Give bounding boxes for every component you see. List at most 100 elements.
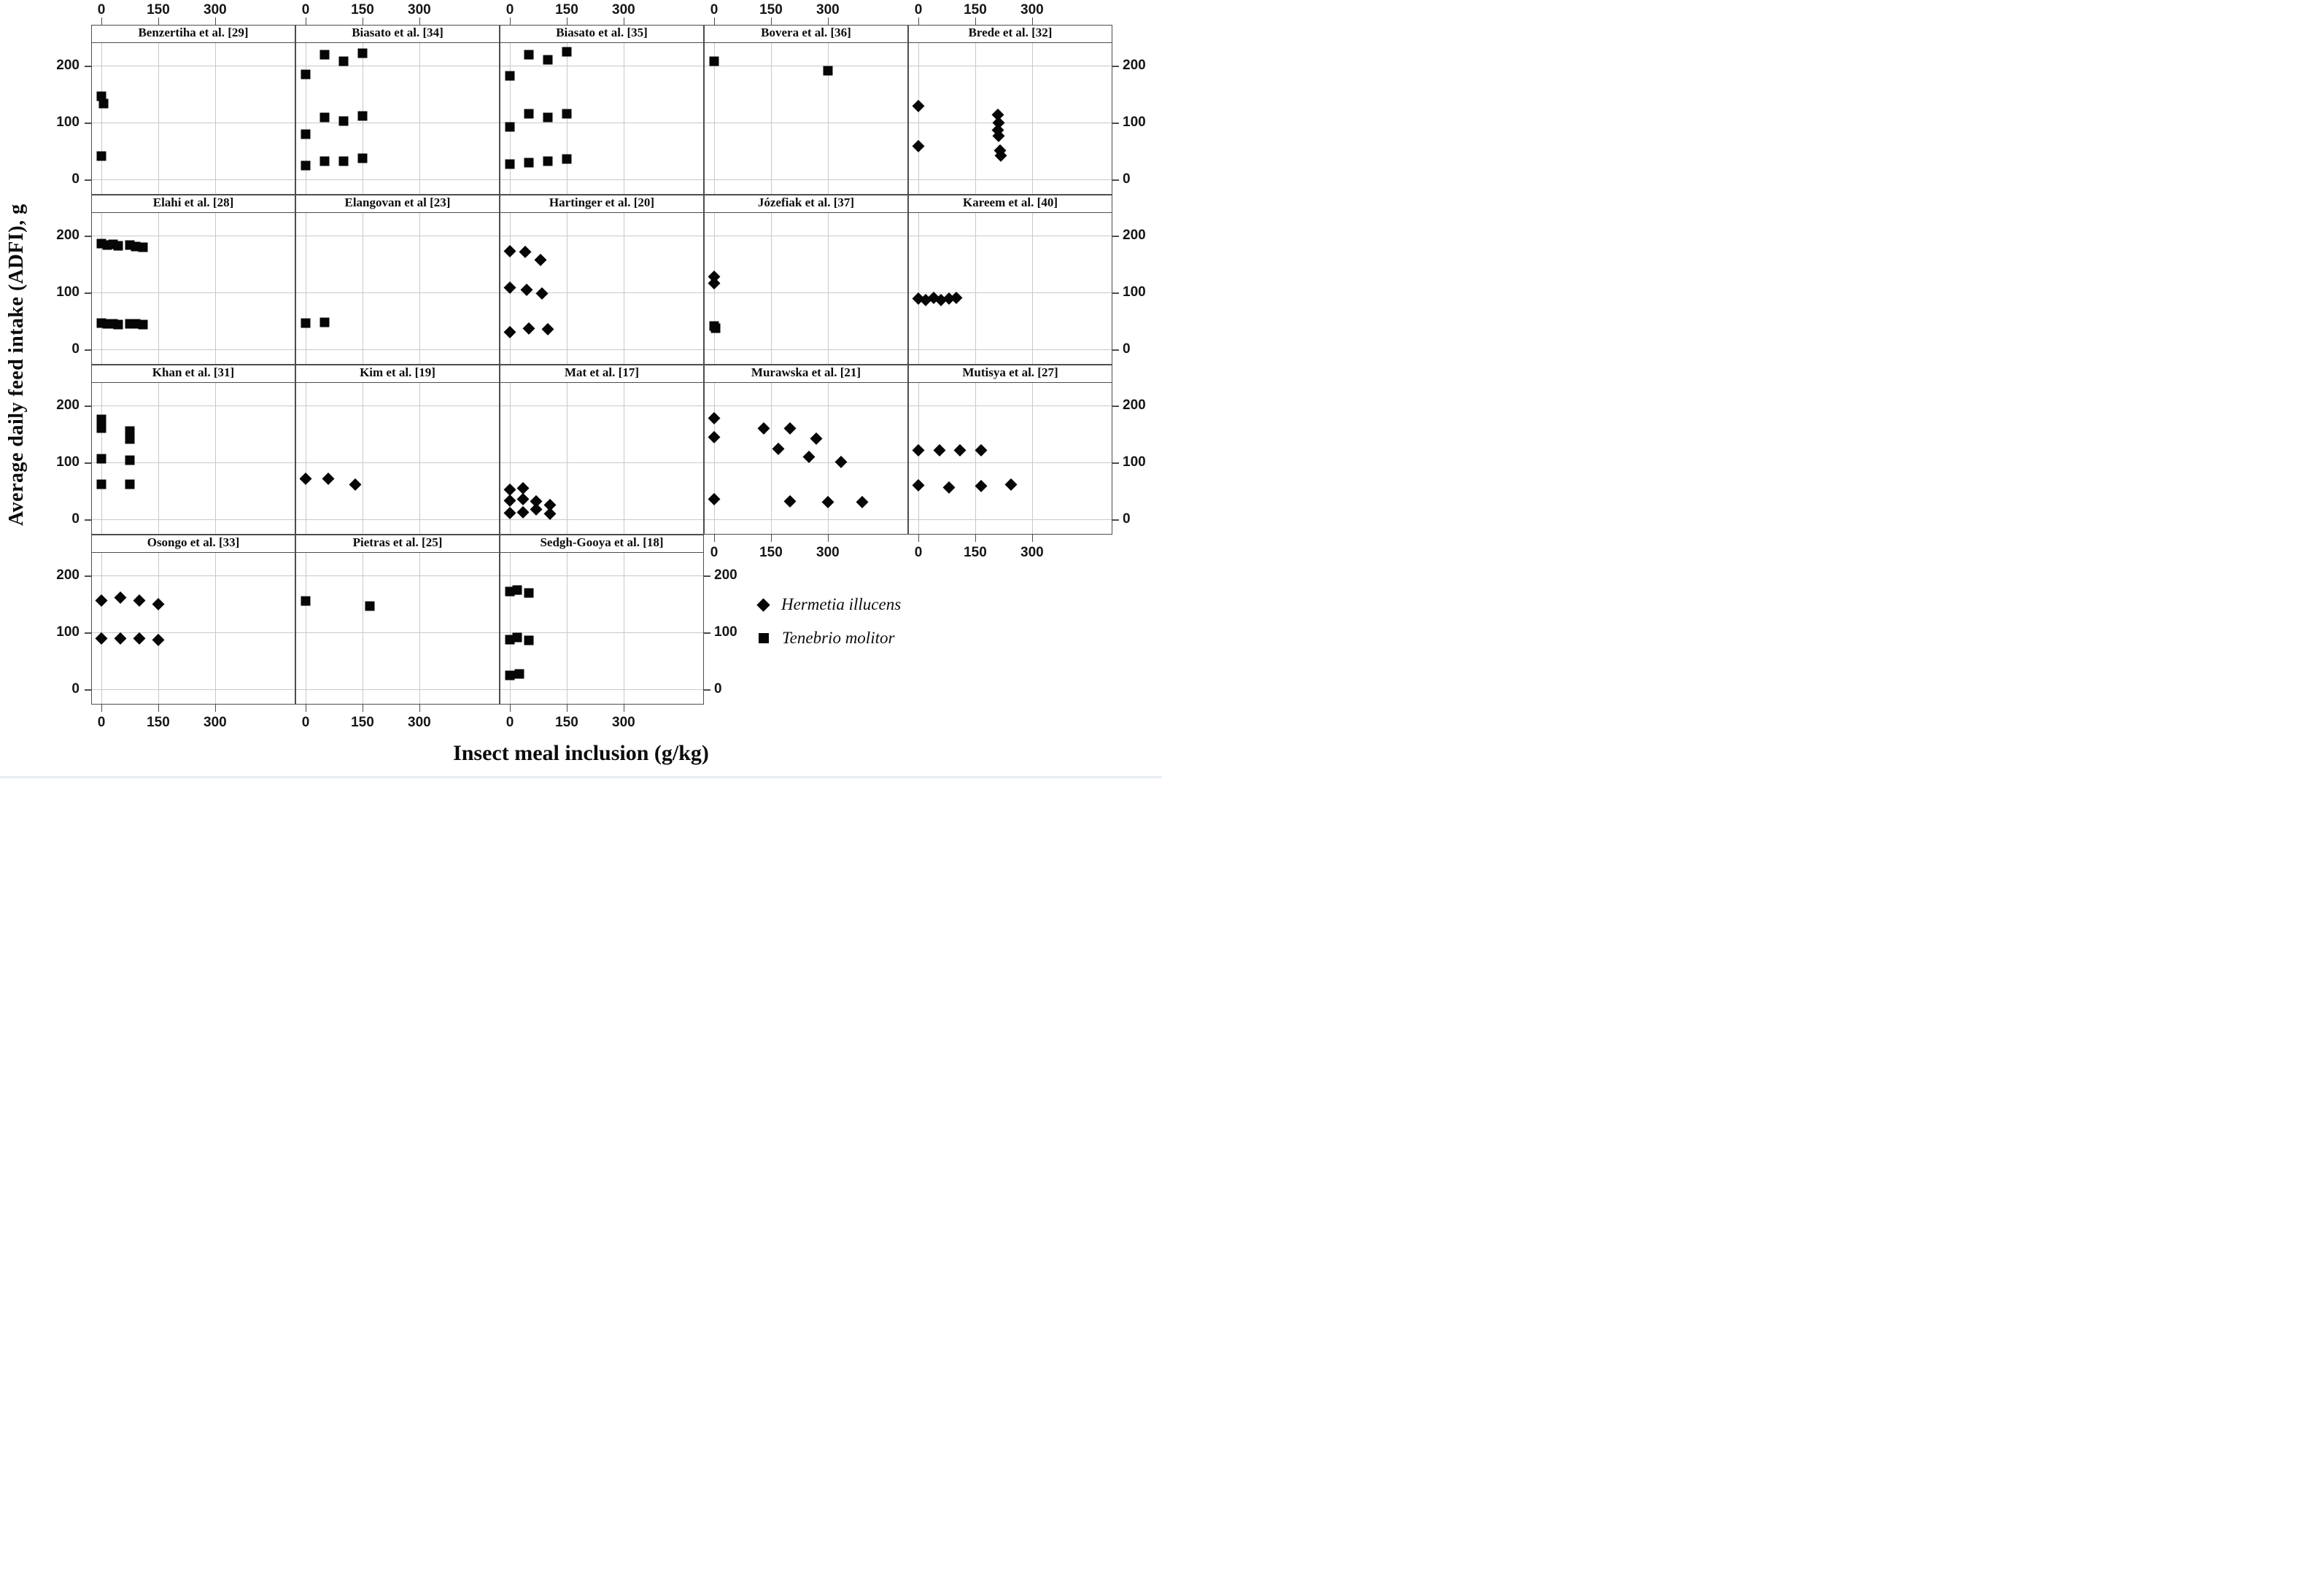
axis-tick (623, 705, 625, 712)
data-point-square (125, 455, 135, 465)
gridline-horizontal (296, 632, 499, 634)
facet-title: Osongo et al. [33] (92, 535, 295, 553)
gridline-vertical (158, 383, 159, 534)
axis-tick-label: 150 (759, 2, 783, 18)
gridline-vertical (1031, 43, 1033, 194)
gridline-horizontal (909, 179, 1112, 181)
axis-tick (85, 349, 91, 351)
gridline-horizontal (296, 462, 499, 464)
axis-tick (85, 406, 91, 407)
facet-panel: Kim et al. [19] (295, 365, 500, 535)
data-point-diamond (503, 281, 516, 293)
axis-tick-label: 150 (351, 715, 374, 730)
data-point-square (301, 129, 311, 139)
data-point-square (823, 66, 833, 76)
gridline-vertical (975, 383, 976, 534)
axis-tick-label: 100 (1123, 454, 1146, 470)
gridline-vertical (770, 383, 772, 534)
gridline-vertical (713, 43, 715, 194)
gridline-vertical (158, 43, 159, 194)
x-axis-title: Insect meal inclusion (g/kg) (453, 741, 709, 765)
data-point-diamond (503, 506, 516, 519)
gridline-vertical (509, 383, 511, 534)
gridline-vertical (827, 43, 829, 194)
facet-plot (296, 383, 499, 534)
axis-tick-label: 0 (710, 545, 718, 560)
axis-tick-label: 300 (612, 2, 635, 18)
axis-tick (85, 575, 91, 577)
axis-tick (85, 179, 91, 181)
axis-tick-label: 0 (714, 681, 722, 697)
data-point-square (319, 156, 330, 166)
facet-title: Bovera et al. [36] (705, 26, 907, 43)
facet-plot (909, 213, 1112, 364)
facet-plot (500, 553, 703, 704)
data-point-diamond (114, 591, 127, 604)
gridline-horizontal (500, 689, 703, 691)
data-point-square (505, 586, 515, 597)
axis-tick (770, 535, 772, 542)
data-point-diamond (708, 492, 721, 505)
data-point-diamond (517, 493, 530, 505)
facet-panel: Mutisya et al. [27] (908, 365, 1112, 535)
gridline-vertical (770, 43, 772, 194)
axis-tick-label: 150 (759, 545, 783, 560)
data-point-square (138, 319, 148, 330)
axis-tick (419, 705, 421, 712)
axis-tick (713, 18, 716, 25)
data-point-diamond (1005, 478, 1018, 491)
gridline-vertical (214, 213, 216, 364)
axis-tick-label: 0 (71, 341, 80, 357)
axis-tick-label: 150 (964, 545, 987, 560)
axis-tick-label: 100 (1123, 284, 1146, 300)
data-point-square (319, 50, 330, 60)
axis-tick (85, 236, 91, 237)
data-point-diamond (114, 632, 127, 645)
data-point-diamond (530, 503, 543, 516)
axis-tick (158, 705, 160, 712)
facet-plot (92, 553, 295, 704)
axis-tick-label: 300 (1020, 2, 1044, 18)
axis-tick-label: 300 (612, 715, 635, 730)
axis-tick-label: 0 (71, 681, 80, 697)
data-point-diamond (757, 422, 770, 435)
data-point-diamond (95, 594, 108, 606)
axis-tick-label: 150 (555, 2, 578, 18)
gridline-horizontal (92, 632, 295, 634)
square-icon (759, 633, 769, 643)
axis-tick-label: 0 (301, 2, 310, 18)
gridline-horizontal (705, 179, 907, 181)
gridline-horizontal (705, 519, 907, 521)
gridline-horizontal (500, 292, 703, 294)
data-point-square (357, 111, 368, 121)
data-point-square (96, 151, 106, 161)
axis-tick-label: 100 (1123, 115, 1146, 131)
gridline-vertical (214, 553, 216, 704)
axis-tick (918, 535, 920, 542)
gridline-vertical (918, 43, 919, 194)
data-point-square (543, 156, 553, 166)
axis-tick-label: 100 (56, 284, 80, 300)
axis-tick-label: 200 (1123, 58, 1146, 74)
data-point-square (505, 71, 515, 81)
facet-panel: Józefiak et al. [37] (704, 195, 908, 365)
axis-tick (1112, 406, 1119, 407)
gridline-vertical (101, 213, 102, 364)
data-point-diamond (152, 633, 165, 645)
data-point-diamond (541, 322, 554, 335)
axis-tick (509, 18, 511, 25)
gridline-vertical (214, 383, 216, 534)
gridline-vertical (975, 213, 976, 364)
data-point-square (505, 635, 515, 645)
facet-panel: Khan et al. [31] (91, 365, 295, 535)
gridline-vertical (770, 213, 772, 364)
gridline-horizontal (500, 349, 703, 351)
gridline-vertical (419, 553, 420, 704)
gridline-vertical (918, 383, 919, 534)
gridline-vertical (158, 553, 159, 704)
data-point-square (357, 153, 368, 163)
gridline-horizontal (92, 292, 295, 294)
gridline-horizontal (500, 462, 703, 464)
gridline-horizontal (92, 689, 295, 691)
gridline-vertical (713, 383, 715, 534)
